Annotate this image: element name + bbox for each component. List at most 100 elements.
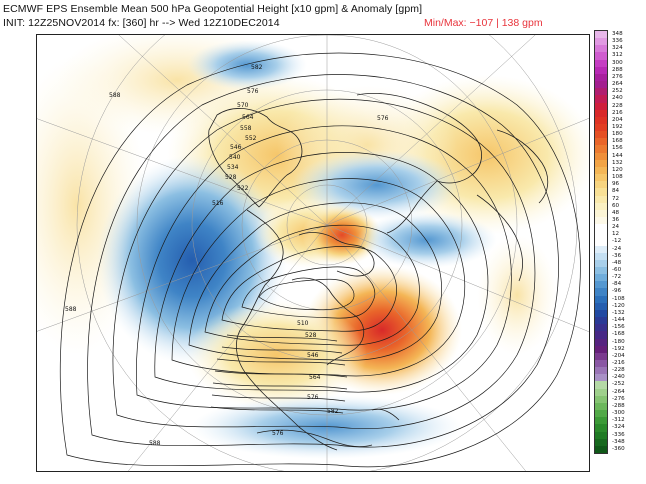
contour-label: 588 — [149, 440, 161, 447]
colorbar-swatch — [595, 109, 607, 118]
contour-label: 552 — [245, 135, 257, 142]
contour-label: 510 — [297, 320, 309, 327]
colorbar-tick-label: 12 — [612, 231, 620, 238]
colorbar-tick-label: 312 — [612, 52, 623, 59]
colorbar-tick-label: -132 — [612, 309, 625, 316]
colorbar-tick-label: -72 — [612, 274, 622, 281]
colorbar-swatch — [595, 324, 607, 332]
colorbar-swatch — [595, 188, 607, 196]
colorbar-swatch — [595, 317, 607, 325]
colorbar-swatch — [595, 438, 607, 447]
colorbar-tick-label: -12 — [612, 238, 622, 245]
colorbar-tick-label: 168 — [612, 138, 623, 145]
colorbar-tick-label: 72 — [612, 195, 620, 202]
colorbar-swatch — [595, 274, 607, 282]
colorbar-tick-label: 48 — [612, 209, 620, 216]
colorbar-swatch — [595, 267, 607, 275]
colorbar-tick-label: -264 — [612, 388, 625, 395]
contour-label: 582 — [251, 64, 263, 71]
colorbar-tick-label: -192 — [612, 345, 625, 352]
colorbar-swatch — [595, 224, 607, 232]
colorbar-swatch — [595, 431, 607, 440]
colorbar-swatch — [595, 309, 607, 318]
colorbar-tick-label: 84 — [612, 188, 620, 195]
colorbar-swatch — [595, 259, 607, 268]
colorbar-swatch — [595, 338, 607, 347]
contour-label: 576 — [377, 115, 389, 122]
us-contour-packing — [210, 334, 348, 414]
colorbar-swatch — [595, 216, 607, 225]
colorbar-swatch — [595, 159, 607, 168]
colorbar-tick-label: -240 — [612, 374, 625, 381]
contour-label: 570 — [237, 102, 249, 109]
colorbar-swatch — [595, 402, 607, 411]
colorbar-swatch — [595, 231, 607, 239]
contour-label: 582 — [327, 408, 339, 415]
colorbar-tick-label: 276 — [612, 73, 623, 80]
colorbar-swatch — [595, 45, 607, 53]
colorbar-swatch — [595, 381, 607, 390]
colorbar-tick-label: -156 — [612, 324, 625, 331]
colorbar-swatch — [595, 81, 607, 89]
colorbar-swatch — [595, 145, 607, 154]
colorbar-swatch — [595, 181, 607, 189]
colorbar-tick-label: -288 — [612, 402, 625, 409]
contour-label: 528 — [225, 174, 237, 181]
forecast-init-label: INIT: 12Z25NOV2014 fx: [360] hr --> Wed … — [3, 17, 280, 29]
contour-label: 588 — [109, 92, 121, 99]
colorbar-swatch — [595, 31, 607, 39]
colorbar-swatch — [595, 66, 607, 75]
contour-label: 576 — [247, 88, 259, 95]
colorbar-swatch — [595, 345, 607, 354]
colorbar-swatch — [595, 410, 607, 418]
colorbar-swatch — [595, 116, 607, 125]
colorbar-swatch — [595, 59, 607, 68]
colorbar-tick-label: 336 — [612, 38, 623, 45]
colorbar-tick-label: -276 — [612, 395, 625, 402]
colorbar-tick-label: 264 — [612, 81, 623, 88]
colorbar-tick-label: -336 — [612, 431, 625, 438]
colorbar-swatch — [595, 445, 607, 454]
colorbar-swatch — [595, 395, 607, 404]
colorbar-tick-label: 216 — [612, 109, 623, 116]
colorbar-tick-label: -348 — [612, 438, 625, 445]
colorbar-tick-label: 240 — [612, 95, 623, 102]
colorbar-swatch — [595, 38, 607, 46]
coastlines — [208, 92, 549, 451]
contour-label: 522 — [237, 185, 249, 192]
colorbar-tick-label: 324 — [612, 45, 623, 52]
colorbar-tick-label: 180 — [612, 131, 623, 138]
colorbar-swatch — [595, 95, 607, 103]
colorbar-swatch — [595, 374, 607, 382]
contour-label: 588 — [65, 306, 77, 313]
colorbar-swatch — [595, 352, 607, 361]
colorbar-tick-label: 144 — [612, 152, 623, 159]
colorbar-tick-label: -300 — [612, 410, 625, 417]
colorbar-tick-label: -180 — [612, 338, 625, 345]
colorbar-tick-label: -228 — [612, 367, 625, 374]
colorbar-swatch — [595, 131, 607, 139]
colorbar-swatch — [595, 245, 607, 254]
colorbar-tick-label: -36 — [612, 252, 622, 259]
colorbar-tick-label: -324 — [612, 424, 625, 431]
colorbar-tick-label: 24 — [612, 224, 620, 231]
colorbar-swatch — [595, 102, 607, 111]
colorbar-swatch — [595, 152, 607, 161]
contour-label: 546 — [230, 144, 242, 151]
contour-label: 540 — [229, 154, 241, 161]
colorbar-swatch — [595, 360, 607, 368]
contour-labels: 588 582 576 570 564 558 552 546 540 534 … — [65, 64, 389, 447]
colorbar-tick-label: 120 — [612, 166, 623, 173]
contour-label: 576 — [307, 394, 319, 401]
contour-label: 516 — [212, 200, 224, 207]
colorbar-tick-label: -24 — [612, 245, 622, 252]
colorbar-swatch — [595, 73, 607, 82]
colorbar-tick-label: -252 — [612, 381, 625, 388]
colorbar-tick-label: 348 — [612, 31, 623, 37]
colorbar-tick-label: -96 — [612, 288, 622, 295]
colorbar-tick-label: -48 — [612, 259, 622, 266]
colorbar-swatch — [595, 123, 607, 132]
contour-label: 564 — [309, 374, 321, 381]
colorbar-tick-label: -168 — [612, 331, 625, 338]
colorbar-tick-label: 156 — [612, 145, 623, 152]
